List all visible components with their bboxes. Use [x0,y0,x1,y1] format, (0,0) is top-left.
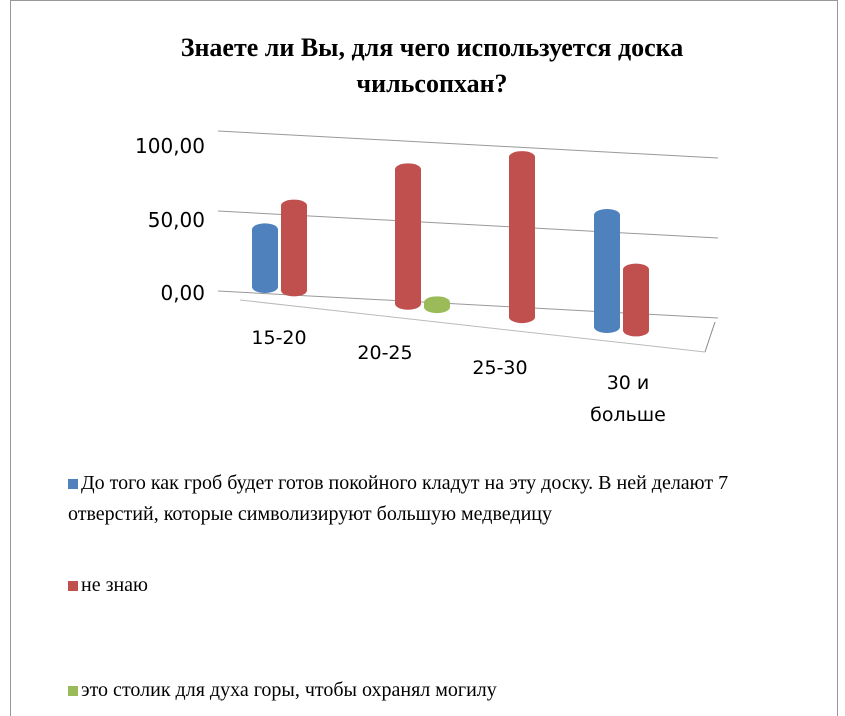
bar [509,157,535,324]
legend-entry: До того как гроб будет готов покойного к… [68,468,808,530]
bar-top [252,223,278,236]
legend-swatch [68,686,78,696]
bar [281,205,307,297]
bar-top [623,263,649,276]
chart-title: Знаете ли Вы, для чего используется доск… [180,33,684,98]
chart-frame [10,0,838,716]
floor-edge [239,299,706,353]
floor-edge [704,321,716,353]
legend-swatch [68,479,78,489]
legend-entry: это столик для духа горы, чтобы охранял … [68,675,808,706]
x-tick-label: 20-25 [357,342,413,364]
x-tick-label: 30 и больше [590,372,666,426]
bar [252,229,278,293]
legend-entry: не знаю [68,570,808,601]
bar [594,215,620,334]
y-tick-label: 0,00 [160,281,205,305]
bar-top [594,209,620,222]
grid-line [217,130,719,159]
bar-top [395,163,421,176]
bar-top [424,296,450,309]
bar [395,169,421,310]
x-tick-label: 25-30 [472,357,528,379]
y-tick-label: 100,00 [135,134,205,158]
bar [623,269,649,337]
legend-swatch [68,581,78,591]
legend-label: не знаю [81,574,149,596]
bar-top [509,151,535,164]
y-tick-label: 50,00 [147,207,205,232]
legend-label: это столик для духа горы, чтобы охранял … [81,679,497,701]
legend-label: До того как гроб будет готов покойного к… [68,472,729,525]
x-tick-label: 15-20 [251,327,307,349]
bar-top [281,199,307,212]
